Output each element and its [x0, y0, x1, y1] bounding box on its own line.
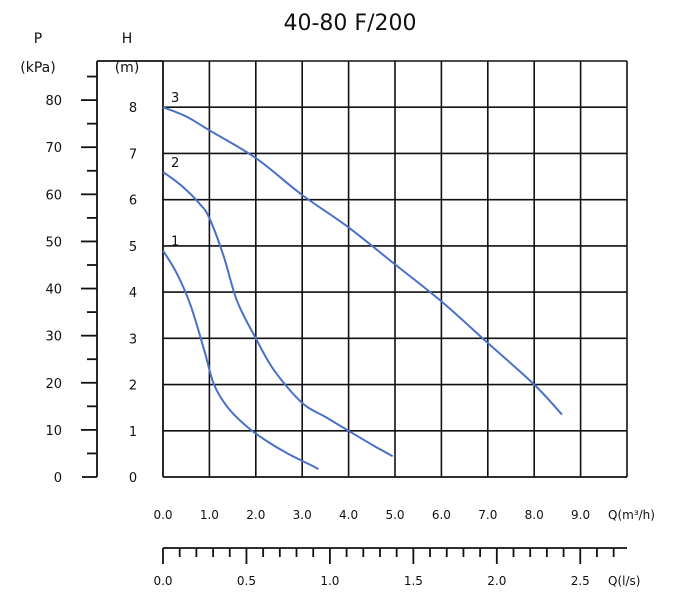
h-axis-unit: (m) — [115, 60, 140, 76]
q-ls-tick-label: 0.0 — [153, 574, 172, 588]
p-tick-label: 0 — [54, 471, 62, 486]
q-ls-tick-label: 1.0 — [320, 574, 339, 588]
pump-curves: 1 2 3 — [162, 91, 563, 470]
p-tick-label: 30 — [45, 330, 62, 345]
q-tick-label: 9.0 — [571, 508, 590, 522]
q-tick-label: 4.0 — [339, 508, 358, 522]
q-tick-label: 6.0 — [432, 508, 451, 522]
h-tick-label: 2 — [129, 379, 137, 394]
h-tick-label: 4 — [129, 286, 137, 301]
grid — [163, 60, 628, 477]
curve-label-3: 3 — [171, 91, 179, 106]
q-ls-tick-label: 1.5 — [404, 574, 423, 588]
pump-curve-2 — [162, 171, 394, 458]
q-ls-tick-label: 2.0 — [487, 574, 506, 588]
q-axis-label: Q(m³/h) — [608, 508, 655, 522]
p-axis-symbol: P — [34, 31, 42, 47]
h-tick-label: 3 — [129, 332, 137, 347]
chart-title: 40-80 F/200 — [284, 11, 417, 36]
p-tick-label: 20 — [45, 377, 62, 392]
q-tick-label: 7.0 — [478, 508, 497, 522]
h-tick-label: 7 — [129, 147, 137, 162]
h-tick-label: 0 — [129, 471, 137, 486]
q-ls-tick-label: 2.5 — [571, 574, 590, 588]
curve-label-1: 1 — [171, 235, 179, 250]
h-tick-label: 1 — [129, 425, 137, 440]
p-tick-label: 10 — [45, 424, 62, 439]
q-ls-axis-label: Q(l/s) — [608, 574, 640, 588]
q-tick-label: 8.0 — [525, 508, 544, 522]
q-ls-tick-label: 0.5 — [237, 574, 256, 588]
p-tick-label: 40 — [45, 283, 62, 298]
p-axis-unit: (kPa) — [20, 60, 55, 76]
curve-label-2: 2 — [171, 156, 179, 171]
h-tick-label: 8 — [129, 101, 137, 116]
q-tick-label: 0.0 — [153, 508, 172, 522]
p-tick-label: 70 — [45, 141, 62, 156]
h-tick-label: 5 — [129, 240, 137, 255]
p-tick-label: 60 — [45, 188, 62, 203]
q-tick-label: 1.0 — [200, 508, 219, 522]
h-tick-label: 6 — [129, 194, 137, 209]
pump-curve-3 — [162, 106, 563, 416]
axes — [81, 60, 627, 564]
q-tick-label: 2.0 — [246, 508, 265, 522]
pump-curve-1 — [162, 249, 319, 470]
p-tick-label: 50 — [45, 235, 62, 250]
p-tick-label: 80 — [45, 94, 62, 109]
h-axis-symbol: H — [122, 31, 133, 47]
q-tick-label: 3.0 — [293, 508, 312, 522]
q-tick-label: 5.0 — [385, 508, 404, 522]
